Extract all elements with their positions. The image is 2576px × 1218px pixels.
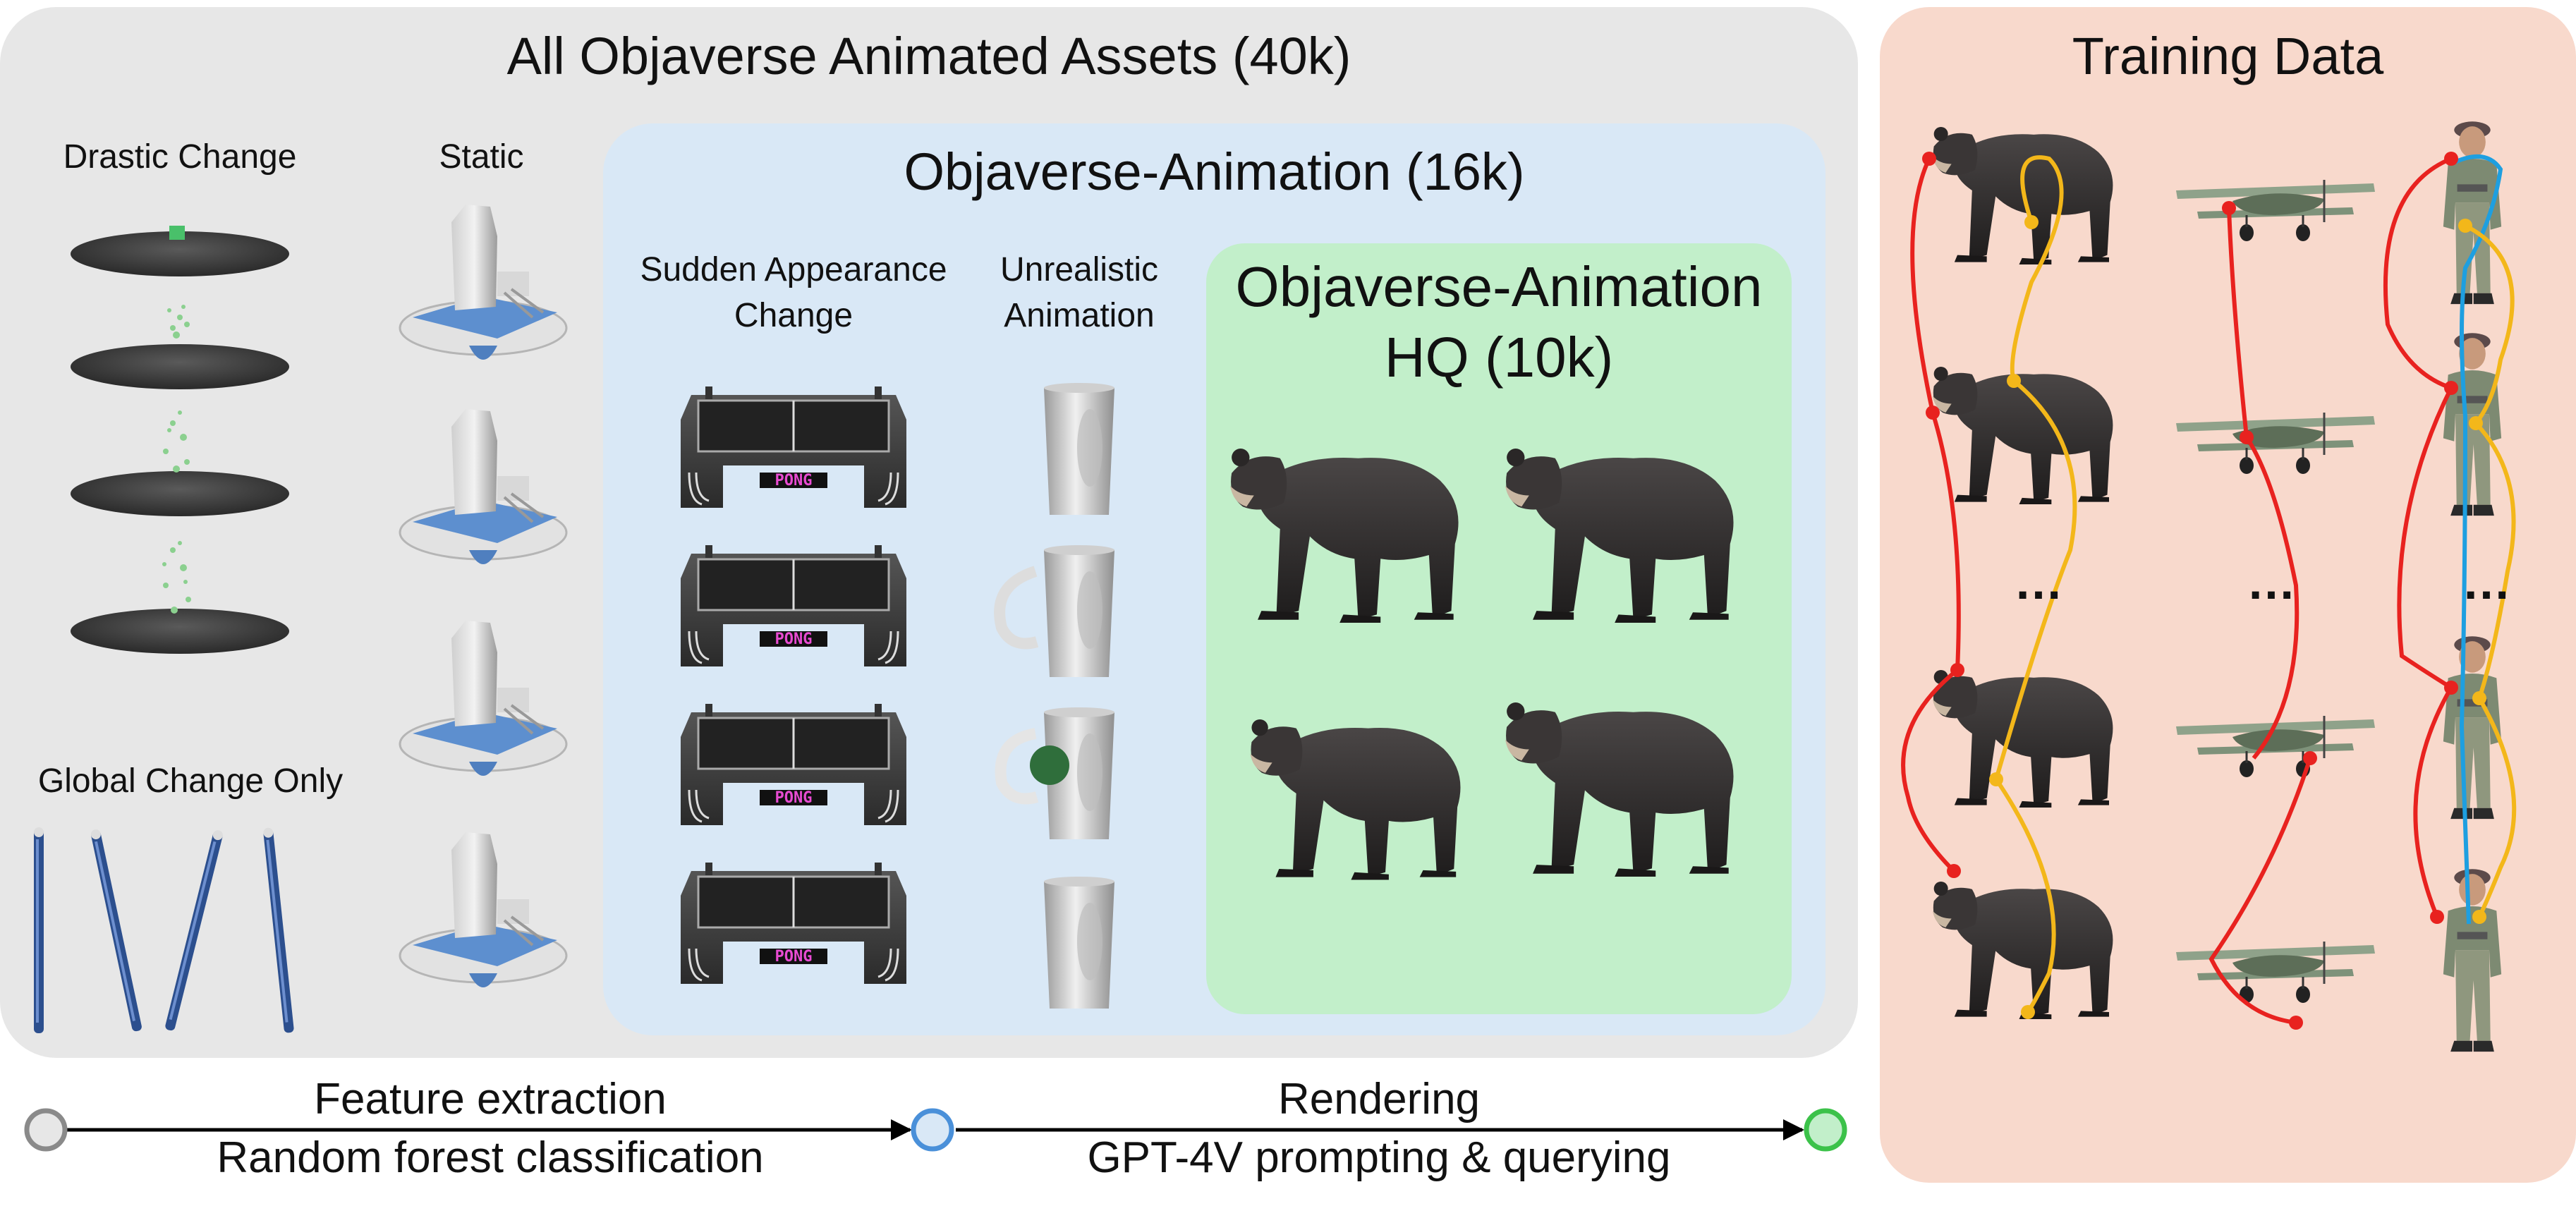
pipeline-step2-line2: GPT-4V prompting & querying <box>1087 1133 1671 1182</box>
all-assets-title: All Objaverse Animated Assets (40k) <box>506 27 1351 85</box>
ellipsis-plane: … <box>2247 554 2300 609</box>
drastic-change-disks <box>71 226 289 654</box>
hq-title-line1: Objaverse-Animation <box>1235 255 1763 318</box>
hq-bears <box>1230 449 1734 880</box>
unrealistic-animation-mugs <box>994 383 1114 1009</box>
pipeline-step1-line2: Random forest classification <box>217 1133 764 1182</box>
pipeline-step2-line1: Rendering <box>1277 1075 1481 1123</box>
training-data-title: Training Data <box>2072 27 2384 85</box>
training-data-illustration <box>1901 121 2517 1052</box>
objaverse-animation-hq-panel <box>1206 243 1792 1014</box>
objaverse-animation-title: Objaverse-Animation (16k) <box>904 142 1525 201</box>
ellipsis-soldier: … <box>2462 554 2515 609</box>
sudden-appearance-label-line1: Sudden Appearance <box>640 251 947 288</box>
unrealistic-label-line1: Unrealistic <box>1000 251 1159 288</box>
middle-node-icon <box>911 1108 954 1152</box>
sudden-appearance-pong-tables <box>679 385 908 985</box>
static-label: Static <box>439 138 524 176</box>
hq-title-line2: HQ (10k) <box>1384 326 1614 389</box>
sudden-appearance-label-line2: Change <box>734 297 853 334</box>
static-towers <box>399 203 568 989</box>
unrealistic-label-line2: Animation <box>1004 297 1155 334</box>
start-node-icon <box>24 1108 68 1152</box>
drastic-change-label: Drastic Change <box>63 138 297 176</box>
ellipsis-bear: … <box>2014 554 2067 609</box>
global-change-only-label: Global Change Only <box>37 762 344 800</box>
pipeline-step1-line1: Feature extraction <box>314 1075 667 1123</box>
end-node-icon <box>1804 1108 1847 1152</box>
pipeline-arrow <box>24 1108 1847 1152</box>
global-change-sticks <box>34 827 295 1033</box>
